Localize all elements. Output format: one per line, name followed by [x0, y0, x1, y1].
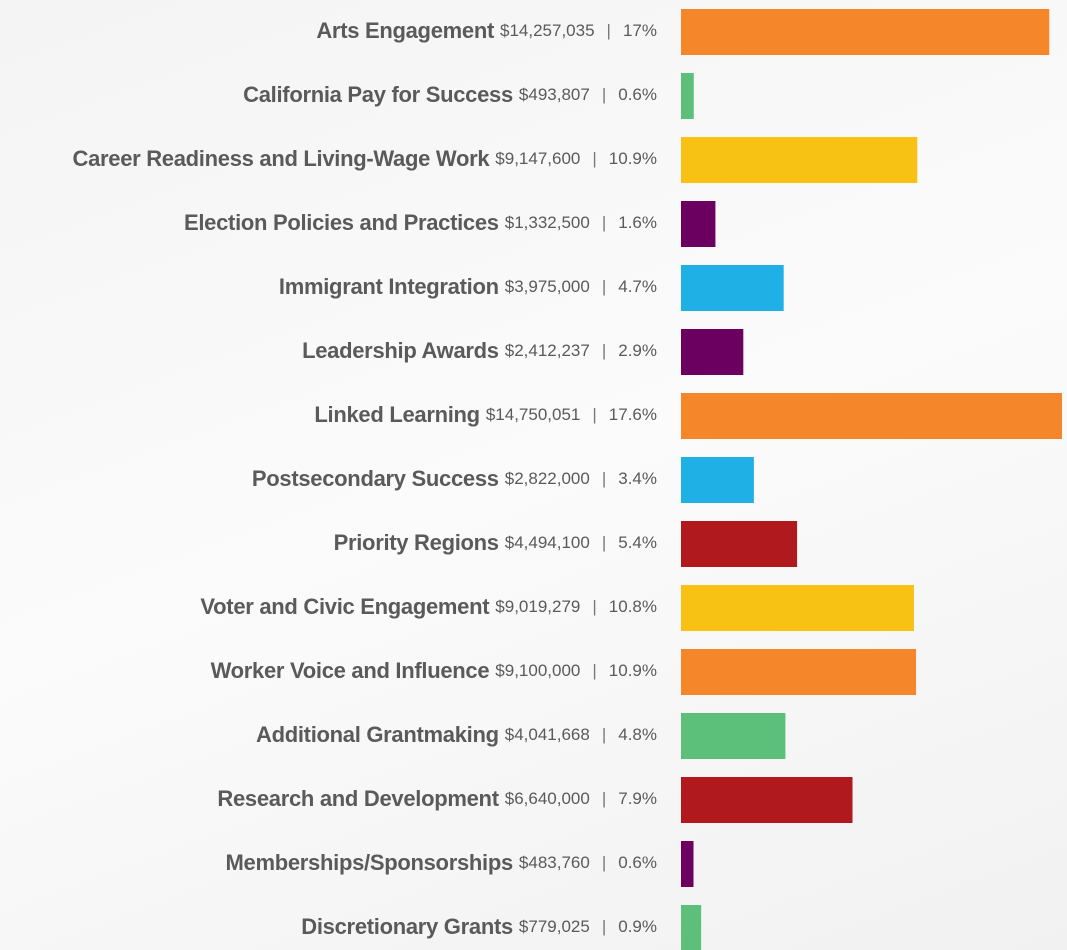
- amount-label: $3,975,000: [505, 277, 590, 296]
- category-label: Postsecondary Success: [252, 466, 499, 491]
- percent-label: 10.9%: [609, 149, 657, 168]
- bar: [681, 457, 754, 503]
- amount-label: $493,807: [519, 85, 590, 104]
- category-label: Immigrant Integration: [279, 274, 499, 299]
- percent-label: 3.4%: [618, 469, 657, 488]
- category-label: Research and Development: [217, 786, 499, 811]
- percent-label: 4.7%: [618, 277, 657, 296]
- category-label: California Pay for Success: [243, 82, 513, 107]
- bar: [681, 265, 784, 311]
- category-label: Discretionary Grants: [301, 914, 513, 939]
- amount-label: $14,257,035: [500, 21, 595, 40]
- category-label: Memberships/Sponsorships: [226, 850, 513, 875]
- separator: |: [602, 277, 606, 296]
- separator: |: [602, 469, 606, 488]
- category-label: Voter and Civic Engagement: [200, 594, 490, 619]
- bar: [681, 841, 694, 887]
- bar: [681, 905, 702, 950]
- separator: |: [602, 725, 606, 744]
- amount-label: $1,332,500: [505, 213, 590, 232]
- amount-label: $14,750,051: [486, 405, 581, 424]
- bar: [681, 585, 914, 631]
- percent-label: 0.9%: [618, 917, 657, 936]
- category-label: Career Readiness and Living-Wage Work: [72, 146, 490, 171]
- row-label: Priority Regions $4,494,100 | 5.4%: [334, 530, 657, 555]
- separator: |: [602, 85, 606, 104]
- amount-label: $9,019,279: [495, 597, 580, 616]
- percent-label: 2.9%: [618, 341, 657, 360]
- separator: |: [602, 789, 606, 808]
- bar: [681, 521, 798, 567]
- percent-label: 10.8%: [609, 597, 657, 616]
- separator: |: [592, 405, 596, 424]
- row-label: Discretionary Grants $779,025 | 0.9%: [301, 914, 657, 939]
- percent-label: 7.9%: [618, 789, 657, 808]
- separator: |: [592, 149, 596, 168]
- amount-label: $2,822,000: [505, 469, 590, 488]
- row-label: Linked Learning $14,750,051 | 17.6%: [314, 402, 657, 427]
- amount-label: $6,640,000: [505, 789, 590, 808]
- bar: [681, 201, 716, 247]
- bar: [681, 329, 744, 375]
- category-label: Election Policies and Practices: [184, 210, 499, 235]
- percent-label: 4.8%: [618, 725, 657, 744]
- row-label: Additional Grantmaking $4,041,668 | 4.8%: [256, 722, 657, 747]
- row-label: Career Readiness and Living-Wage Work $9,…: [72, 146, 657, 171]
- category-label: Arts Engagement: [316, 18, 495, 43]
- amount-label: $4,041,668: [505, 725, 590, 744]
- row-label: Leadership Awards $2,412,237 | 2.9%: [302, 338, 657, 363]
- category-label: Leadership Awards: [302, 338, 499, 363]
- row-label: Voter and Civic Engagement $9,019,279 | 10.…: [200, 594, 657, 619]
- separator: |: [602, 533, 606, 552]
- bar: [681, 713, 786, 759]
- bar: [681, 73, 694, 119]
- percent-label: 0.6%: [618, 85, 657, 104]
- category-label: Priority Regions: [334, 530, 499, 555]
- percent-label: 1.6%: [618, 213, 657, 232]
- category-label: Linked Learning: [314, 402, 479, 427]
- bar: [681, 9, 1050, 55]
- amount-label: $9,100,000: [495, 661, 580, 680]
- percent-label: 0.6%: [618, 853, 657, 872]
- separator: |: [607, 21, 611, 40]
- row-label: Election Policies and Practices $1,332,50…: [184, 210, 657, 235]
- percent-label: 17.6%: [609, 405, 657, 424]
- amount-label: $4,494,100: [505, 533, 590, 552]
- separator: |: [602, 853, 606, 872]
- separator: |: [592, 661, 596, 680]
- bar: [681, 649, 917, 695]
- separator: |: [602, 917, 606, 936]
- amount-label: $779,025: [519, 917, 590, 936]
- row-label: Arts Engagement $14,257,035 | 17%: [316, 18, 657, 43]
- row-label: Memberships/Sponsorships $483,760 | 0.6%: [226, 850, 658, 875]
- row-label: Postsecondary Success $2,822,000 | 3.4%: [252, 466, 657, 491]
- row-label: California Pay for Success $493,807 | 0.6%: [243, 82, 657, 107]
- bar: [681, 777, 853, 823]
- category-label: Worker Voice and Influence: [211, 658, 490, 683]
- row-label: Worker Voice and Influence $9,100,000 | 10.…: [211, 658, 657, 683]
- bar: [681, 393, 1062, 439]
- separator: |: [602, 341, 606, 360]
- bar: [681, 137, 918, 183]
- amount-label: $9,147,600: [495, 149, 580, 168]
- separator: |: [602, 213, 606, 232]
- separator: |: [592, 597, 596, 616]
- amount-label: $2,412,237: [505, 341, 590, 360]
- percent-label: 17%: [623, 21, 657, 40]
- percent-label: 5.4%: [618, 533, 657, 552]
- amount-label: $483,760: [519, 853, 590, 872]
- row-label: Research and Development $6,640,000 | 7.9%: [217, 786, 657, 811]
- row-label: Immigrant Integration $3,975,000 | 4.7%: [279, 274, 657, 299]
- percent-label: 10.9%: [609, 661, 657, 680]
- category-label: Additional Grantmaking: [256, 722, 499, 747]
